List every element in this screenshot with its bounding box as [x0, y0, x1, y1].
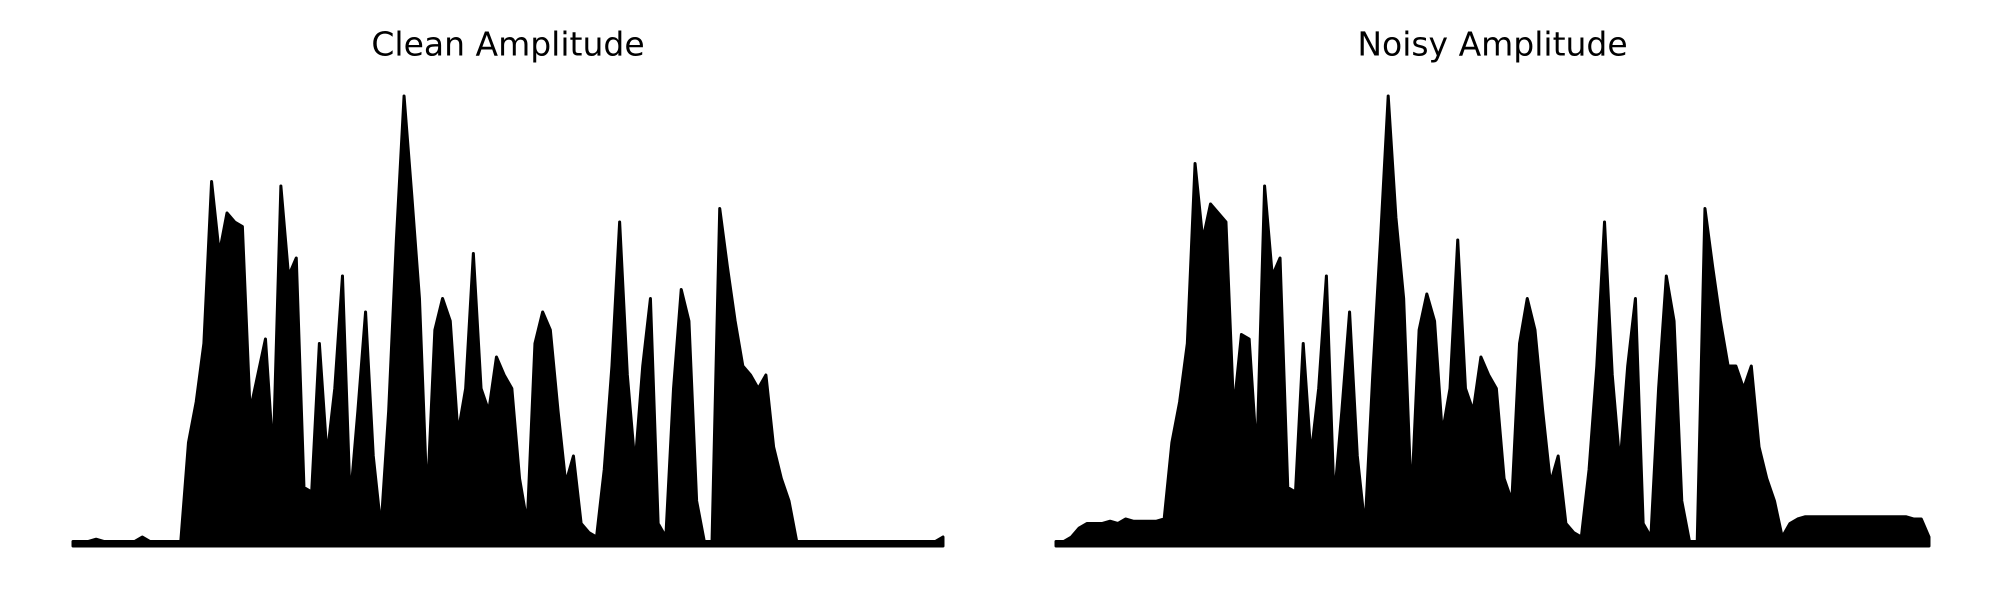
- chart-title: Noisy Amplitude: [1357, 25, 1627, 64]
- chart-title: Clean Amplitude: [371, 25, 644, 64]
- amplitude-area: [1054, 94, 1931, 548]
- amplitude-area: [71, 94, 945, 548]
